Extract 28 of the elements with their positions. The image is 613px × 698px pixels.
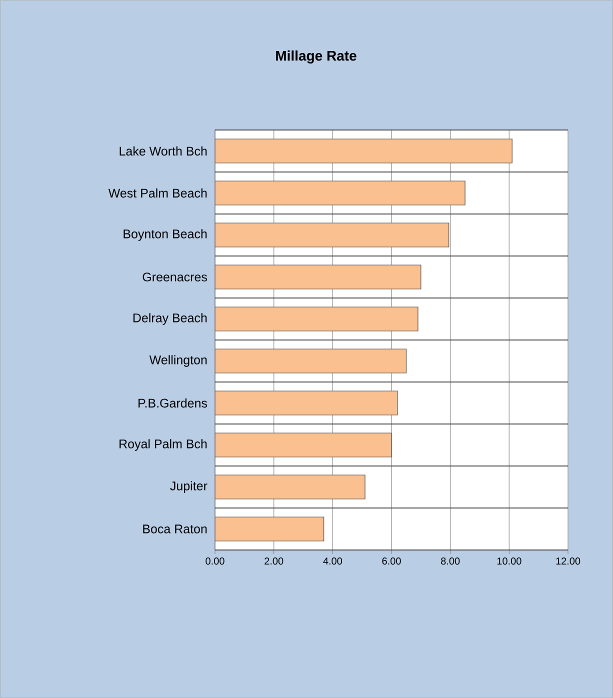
- y-tick-label: West Palm Beach: [108, 188, 207, 198]
- x-tick-label: 6.00: [382, 558, 401, 565]
- x-tick-label: 10.00: [497, 558, 522, 565]
- bar: [215, 516, 324, 542]
- y-tick-label: Royal Palm Bch: [120, 439, 207, 451]
- y-tick-label: Delray Beach: [133, 313, 207, 325]
- y-tick-label: Boca Raton: [143, 524, 207, 534]
- bar: [215, 390, 398, 416]
- y-tick-label: Wellington: [149, 355, 207, 367]
- y-tick-label: Boynton Beach: [124, 229, 207, 241]
- bar: [215, 222, 450, 248]
- bar: [215, 138, 512, 164]
- bar: [215, 264, 422, 290]
- y-tick-label: Jupiter: [170, 481, 208, 493]
- y-tick-label: P.B.Gardens: [138, 398, 208, 408]
- x-tick-label: 2.00: [264, 558, 284, 565]
- bar: [215, 306, 418, 332]
- y-tick-label: Lake Worth Bch: [120, 146, 207, 156]
- bar: [215, 432, 392, 458]
- x-tick-label: 12.00: [556, 558, 580, 565]
- x-tick-label: 8.00: [441, 558, 460, 565]
- y-tick-label: Greenacres: [142, 272, 208, 282]
- x-tick-label: 0.00: [206, 558, 224, 565]
- bar: [215, 348, 407, 374]
- x-tick-label: 4.00: [323, 558, 342, 565]
- bar: [215, 180, 466, 206]
- bar: [215, 474, 366, 500]
- chart-title: Millage Rate: [276, 50, 356, 64]
